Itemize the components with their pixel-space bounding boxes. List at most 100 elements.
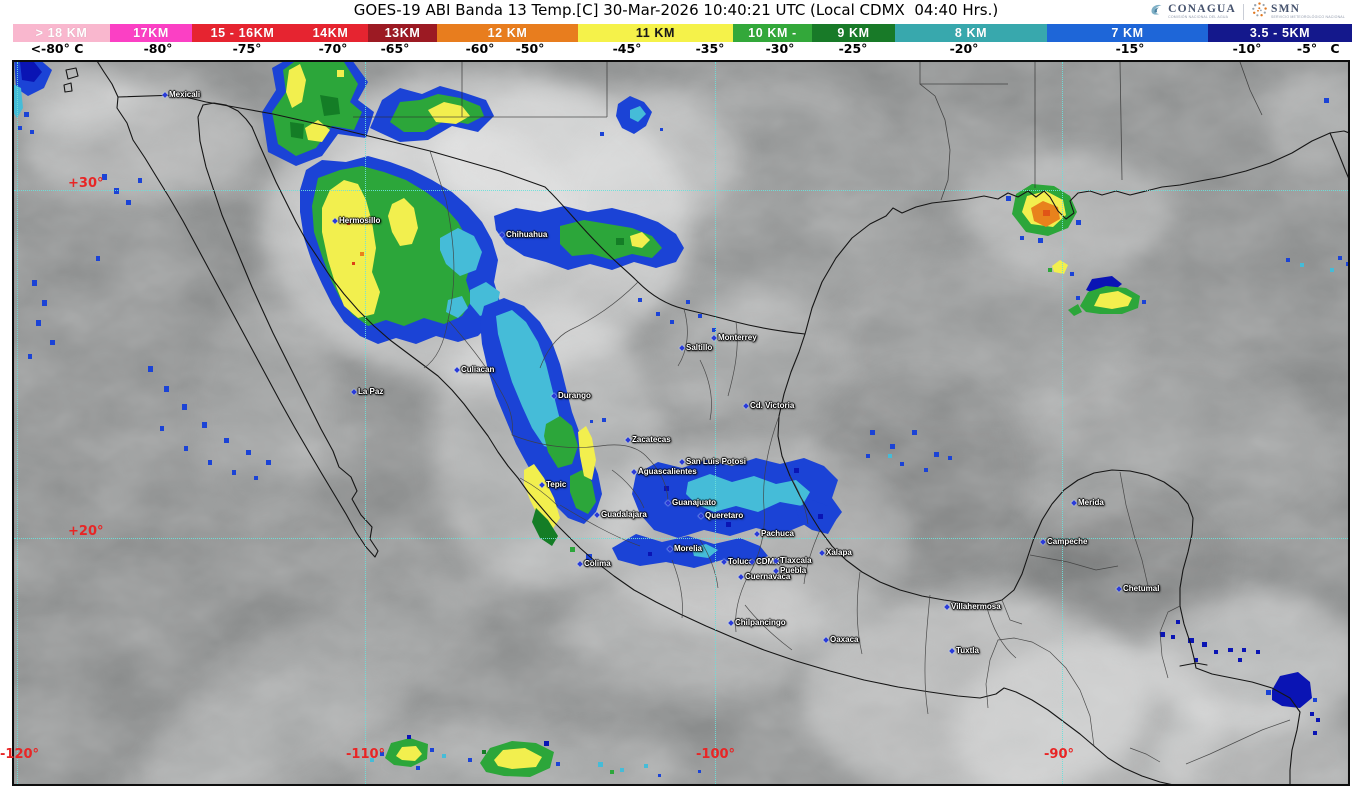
city-label: Tlaxcala	[773, 556, 812, 565]
city-label: Toluca	[721, 557, 753, 566]
latitude-gridline	[14, 538, 1348, 539]
smn-spiral-icon	[1251, 1, 1268, 23]
temperature-tick: -15°	[1115, 41, 1145, 56]
city-label: Guadalajara	[594, 510, 647, 519]
city-marker-icon	[631, 468, 637, 475]
city-label: Morelia	[667, 544, 703, 553]
colorbar-segment: 3.5 - 5KM	[1208, 24, 1352, 42]
temperature-tick: -30°	[765, 41, 795, 56]
conagua-wave-icon	[1149, 1, 1165, 23]
city-name: Merida	[1078, 498, 1104, 507]
city-name: Zacatecas	[632, 435, 671, 444]
city-name: Morelia	[674, 544, 703, 553]
satellite-scene	[14, 62, 1348, 784]
temperature-tick: -60°	[465, 41, 495, 56]
city-name: Mexicali	[169, 90, 201, 99]
colorbar-segment: 11 KM	[578, 24, 733, 42]
city-name: Saltillo	[686, 343, 713, 352]
city-name: Hermosillo	[339, 216, 381, 225]
city-label: San Luis Potosi	[679, 457, 747, 466]
city-marker-icon	[577, 560, 583, 567]
city-name: Pachuca	[761, 529, 794, 538]
city-name: Monterrey	[718, 333, 757, 342]
city-name: Cd. Victoria	[750, 401, 795, 410]
temperature-tick: -35°	[695, 41, 725, 56]
smn-logo-subtitle: SERVICIO METEOROLÓGICO NACIONAL	[1270, 15, 1345, 19]
altitude-colorbar: > 18 KM 17KM 15 - 16KM 14KM 13KM 12 KM 11 KM 10…	[0, 24, 1352, 42]
longitude-gridline	[365, 62, 366, 784]
colorbar-segment: 13KM	[368, 24, 437, 42]
city-label: Hermosillo	[332, 216, 381, 225]
conagua-logo: CONAGUA COMISIÓN NACIONAL DEL AGUA	[1149, 1, 1236, 23]
city-label: Cuernavaca	[738, 572, 791, 581]
city-marker-icon	[949, 647, 955, 654]
city-marker-icon	[1116, 585, 1122, 592]
city-label: Queretaro	[698, 511, 744, 520]
city-marker-icon	[679, 344, 685, 351]
city-name: CDMX	[756, 557, 780, 566]
city-label: Xalapa	[819, 548, 852, 557]
colorbar-segment: 12 KM	[437, 24, 578, 42]
city-name: Durango	[558, 391, 591, 400]
city-label: Tuxtla	[949, 646, 979, 655]
colorbar-segment: 17KM	[110, 24, 192, 42]
city-marker-icon	[743, 402, 749, 409]
city-label: Chetumal	[1116, 584, 1159, 593]
temperature-tick: -75°	[232, 41, 262, 56]
city-marker-icon	[823, 636, 829, 643]
city-label: Durango	[551, 391, 591, 400]
city-marker-icon	[721, 558, 727, 565]
city-label: Guanajuato	[665, 498, 716, 507]
city-label: Pachuca	[754, 529, 794, 538]
colorbar-segment: 9 KM	[812, 24, 895, 42]
city-marker-icon	[738, 573, 744, 580]
city-marker-icon	[539, 481, 545, 488]
temperature-tick: -25°	[838, 41, 868, 56]
city-marker-icon	[679, 458, 685, 465]
city-marker-icon	[499, 231, 505, 238]
smn-logo-text: SMN	[1270, 2, 1301, 15]
coastline-layer	[63, 62, 1348, 784]
city-name: Campeche	[1047, 537, 1088, 546]
temperature-tick: -65°	[380, 41, 410, 56]
city-name: Tepic	[546, 480, 567, 489]
city-marker-icon	[667, 545, 673, 552]
city-marker-icon	[1040, 538, 1046, 545]
temperature-tick: -80°	[143, 41, 173, 56]
longitude-gridline	[1062, 62, 1063, 784]
city-name: San Luis Potosi	[686, 457, 747, 466]
city-label: Chilpancingo	[728, 618, 786, 627]
city-label: Cd. Victoria	[743, 401, 795, 410]
city-marker-icon	[162, 91, 168, 98]
city-label: Mexicali	[162, 90, 201, 99]
city-label: Aguascalientes	[631, 467, 697, 476]
smn-logo: SMN SERVICIO METEOROLÓGICO NACIONAL	[1251, 1, 1345, 23]
city-label: La Paz	[351, 387, 383, 396]
city-label: Colima	[577, 559, 611, 568]
city-marker-icon	[665, 499, 671, 506]
colorbar-segment: > 18 KM	[13, 24, 110, 42]
city-marker-icon	[332, 217, 338, 224]
city-label: Puebla	[773, 566, 807, 575]
colorbar-segment: 8 KM	[895, 24, 1047, 42]
colorbar-segment: 15 - 16KM	[192, 24, 293, 42]
colorbar-segment: 7 KM	[1047, 24, 1208, 42]
us-state-borders	[353, 62, 1263, 201]
city-marker-icon	[351, 388, 357, 395]
city-marker-icon	[551, 392, 557, 399]
city-name: Villahermosa	[951, 602, 1001, 611]
city-label: Monterrey	[711, 333, 757, 342]
city-name: Cuernavaca	[745, 572, 791, 581]
city-name: Xalapa	[826, 548, 852, 557]
agency-logos: CONAGUA COMISIÓN NACIONAL DEL AGUA	[1146, 1, 1348, 22]
city-label: Saltillo	[679, 343, 713, 352]
temperature-tick: -20°	[949, 41, 979, 56]
city-name: Guadalajara	[601, 510, 647, 519]
city-name: Culiacan	[461, 365, 495, 374]
city-label: CDMX	[749, 557, 780, 566]
city-marker-icon	[749, 558, 755, 565]
city-name: Queretaro	[705, 511, 744, 520]
city-name: Puebla	[780, 566, 807, 575]
city-marker-icon	[625, 436, 631, 443]
